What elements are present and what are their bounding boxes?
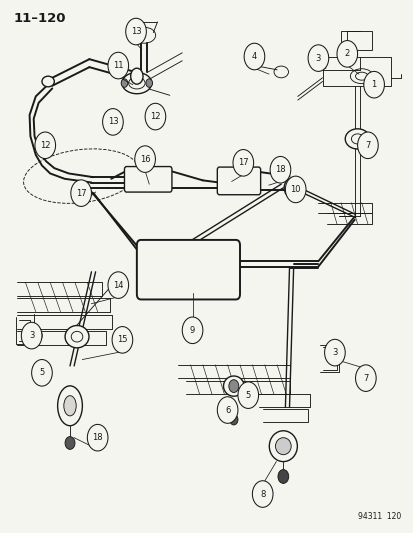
Ellipse shape <box>42 76 54 87</box>
Text: 16: 16 <box>140 155 150 164</box>
Circle shape <box>87 424 108 451</box>
Circle shape <box>71 180 91 206</box>
Circle shape <box>112 327 133 353</box>
Circle shape <box>233 150 253 176</box>
Text: 1: 1 <box>370 80 376 89</box>
Ellipse shape <box>64 395 76 416</box>
Text: 7: 7 <box>362 374 368 383</box>
Circle shape <box>32 329 42 342</box>
Circle shape <box>135 146 155 172</box>
Circle shape <box>65 437 75 449</box>
Circle shape <box>285 176 305 203</box>
Circle shape <box>35 132 55 159</box>
Bar <box>340 31 371 50</box>
Circle shape <box>242 394 252 407</box>
Text: 8: 8 <box>259 489 265 498</box>
Circle shape <box>237 382 258 408</box>
Text: 5: 5 <box>39 368 45 377</box>
Ellipse shape <box>57 386 82 426</box>
Ellipse shape <box>223 376 244 396</box>
Circle shape <box>277 470 288 483</box>
Text: 13: 13 <box>107 117 118 126</box>
Circle shape <box>357 132 377 159</box>
Circle shape <box>229 414 237 425</box>
Circle shape <box>108 272 128 298</box>
Ellipse shape <box>65 326 89 348</box>
Circle shape <box>108 52 128 79</box>
Ellipse shape <box>275 438 290 455</box>
FancyBboxPatch shape <box>124 166 171 192</box>
Circle shape <box>182 317 202 344</box>
Circle shape <box>131 68 143 84</box>
Text: 9: 9 <box>190 326 195 335</box>
Circle shape <box>307 45 328 71</box>
Circle shape <box>121 79 128 87</box>
Text: 17: 17 <box>237 158 248 167</box>
Circle shape <box>252 481 272 507</box>
Text: 4: 4 <box>251 52 256 61</box>
Ellipse shape <box>268 431 297 462</box>
Text: 11: 11 <box>113 61 123 70</box>
Circle shape <box>145 79 152 87</box>
Circle shape <box>363 71 384 98</box>
Text: 12: 12 <box>150 112 160 121</box>
FancyBboxPatch shape <box>217 167 260 195</box>
Text: 10: 10 <box>290 185 300 194</box>
Circle shape <box>269 157 290 183</box>
Circle shape <box>145 103 165 130</box>
Circle shape <box>31 360 52 386</box>
Circle shape <box>355 365 375 391</box>
Circle shape <box>21 322 42 349</box>
Text: 17: 17 <box>76 189 86 198</box>
Text: 13: 13 <box>131 27 141 36</box>
Circle shape <box>283 178 298 197</box>
Text: 6: 6 <box>224 406 230 415</box>
Text: 3: 3 <box>29 331 34 340</box>
Text: 3: 3 <box>331 348 337 357</box>
Circle shape <box>244 43 264 70</box>
Text: 11–120: 11–120 <box>13 12 65 26</box>
Text: 3: 3 <box>315 54 320 62</box>
Circle shape <box>228 379 238 392</box>
Text: 7: 7 <box>364 141 370 150</box>
Circle shape <box>102 109 123 135</box>
Circle shape <box>126 18 146 45</box>
Text: 18: 18 <box>275 165 285 174</box>
Ellipse shape <box>344 129 369 149</box>
Text: 12: 12 <box>40 141 50 150</box>
Text: 15: 15 <box>117 335 127 344</box>
Text: 2: 2 <box>344 50 349 58</box>
Text: 94311  120: 94311 120 <box>357 512 400 521</box>
Ellipse shape <box>122 72 151 94</box>
Circle shape <box>217 397 237 423</box>
Circle shape <box>324 340 344 366</box>
Circle shape <box>336 41 357 67</box>
Text: 18: 18 <box>92 433 103 442</box>
FancyBboxPatch shape <box>137 240 240 300</box>
Text: 14: 14 <box>113 280 123 289</box>
Text: 5: 5 <box>245 391 250 400</box>
